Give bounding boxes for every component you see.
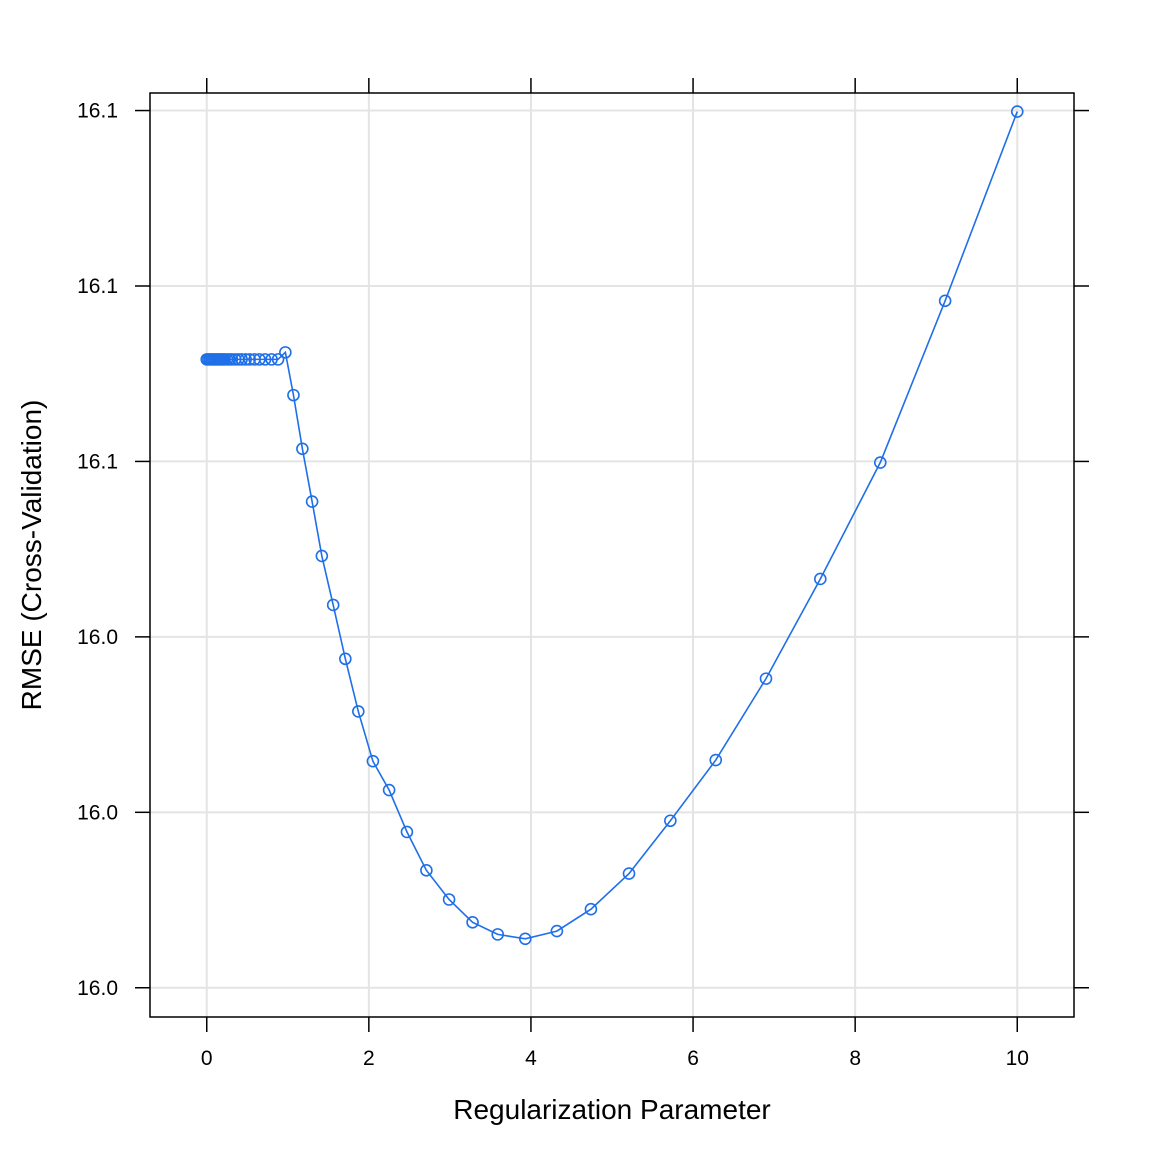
data-point [225, 353, 239, 366]
data-point [235, 353, 248, 366]
data-point [584, 902, 598, 916]
y-tick-label: 16.1 [77, 450, 118, 473]
data-point [382, 783, 396, 797]
data-point [253, 353, 266, 366]
data-point [759, 672, 773, 685]
x-tick-label: 8 [849, 1047, 861, 1070]
data-point [326, 598, 340, 612]
data-point [315, 549, 329, 563]
y-axis-label: RMSE (Cross-Validation) [16, 400, 47, 711]
data-point [279, 346, 292, 359]
data-point [287, 388, 300, 402]
data-point [352, 705, 365, 718]
series-line [206, 111, 1019, 940]
grid [150, 93, 1074, 1017]
x-tick-label: 0 [201, 1047, 213, 1070]
data-point [466, 916, 479, 929]
x-tick-label: 4 [525, 1047, 537, 1070]
data-point [339, 652, 352, 666]
data-point [243, 353, 256, 366]
data-point [239, 353, 252, 366]
data-point [258, 353, 272, 366]
data-point [271, 353, 285, 366]
data-point [442, 893, 456, 906]
y-tick-label: 16.0 [77, 801, 118, 824]
data-point [491, 928, 505, 941]
series-layer [200, 105, 1024, 946]
tick-labels: 0 2 4 6 8 10 16.0 16.0 16.0 16.1 16.1 16.1 [77, 100, 1029, 1070]
x-axis-label: Regularization Parameter [453, 1094, 771, 1125]
data-point [938, 294, 952, 308]
y-tick-label: 16.1 [77, 275, 118, 298]
data-point [814, 572, 827, 586]
x-tick-label: 6 [687, 1047, 699, 1070]
data-point [709, 753, 723, 767]
data-point [1010, 105, 1024, 118]
data-point [305, 495, 319, 508]
data-point [265, 353, 278, 366]
data-point [550, 924, 564, 938]
data-point [400, 825, 414, 839]
data-point [873, 456, 887, 469]
data-point [366, 754, 380, 768]
y-tick-label: 16.0 [77, 626, 118, 649]
data-point [296, 442, 309, 456]
data-point [622, 867, 636, 880]
plot-frame [149, 92, 1075, 1018]
data-point [664, 814, 677, 828]
data-point [420, 864, 433, 877]
y-tick-label: 16.0 [77, 977, 118, 1000]
axis-ticks [135, 78, 1089, 1032]
data-point [518, 932, 532, 946]
x-tick-label: 10 [1006, 1047, 1029, 1070]
y-tick-label: 16.1 [77, 100, 118, 123]
x-tick-label: 2 [363, 1047, 375, 1070]
